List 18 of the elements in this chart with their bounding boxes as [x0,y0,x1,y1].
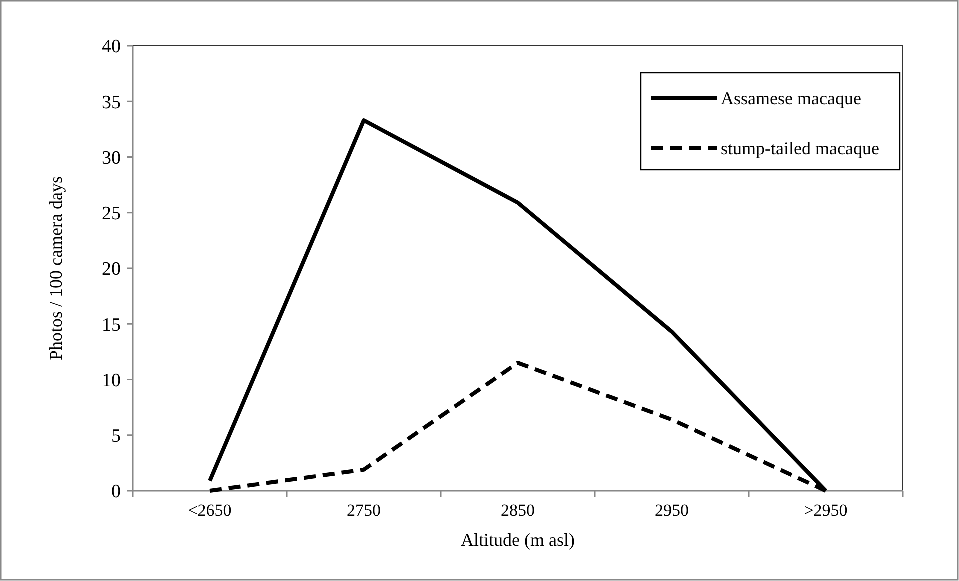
y-tick-label: 40 [102,36,121,58]
y-axis-title: Photos / 100 camera days [46,176,66,360]
y-tick-label: 10 [102,370,121,392]
legend-label: stump-tailed macaque [721,138,880,158]
y-tick-label: 30 [102,148,121,169]
y-tick-label: 0 [112,482,121,503]
x-tick-label: 2750 [347,501,381,520]
y-tick-label: 15 [102,314,121,336]
x-axis-title: Altitude (m asl) [461,530,575,550]
x-tick-label: 2950 [655,501,689,520]
x-tick-label: >2950 [804,501,848,520]
legend-label: Assamese macaque [721,88,862,108]
y-tick-label: 25 [102,204,121,225]
x-tick-label: 2850 [501,501,535,520]
x-tick-label: <2650 [188,501,232,520]
y-tick-label: 5 [112,426,121,448]
y-tick-label: 20 [102,259,121,280]
y-tick-label: 35 [102,92,121,114]
